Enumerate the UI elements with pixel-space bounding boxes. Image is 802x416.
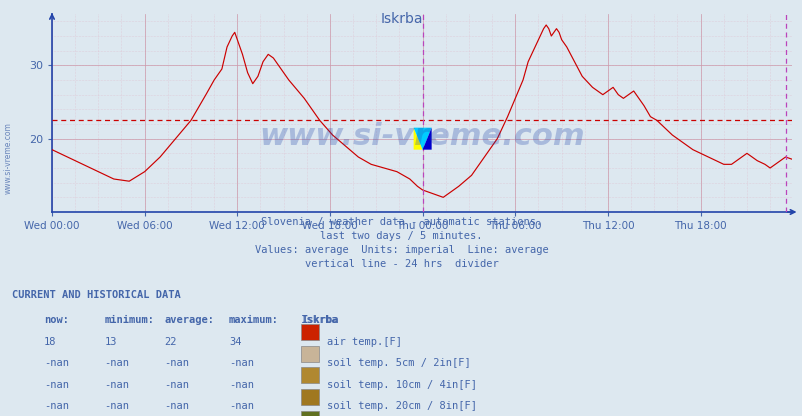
Text: -nan: -nan [229,358,253,368]
Text: 22: 22 [164,337,177,347]
Polygon shape [413,128,422,150]
Text: -nan: -nan [164,380,189,390]
Text: now:: now: [44,315,69,325]
Polygon shape [422,128,431,150]
Text: -nan: -nan [104,358,129,368]
Text: soil temp. 5cm / 2in[F]: soil temp. 5cm / 2in[F] [326,358,470,368]
Text: -nan: -nan [164,358,189,368]
Text: soil temp. 10cm / 4in[F]: soil temp. 10cm / 4in[F] [326,380,476,390]
Text: -nan: -nan [229,380,253,390]
Text: -nan: -nan [104,401,129,411]
Text: 18: 18 [44,337,57,347]
Text: -nan: -nan [44,358,69,368]
Text: last two days / 5 minutes.: last two days / 5 minutes. [320,231,482,241]
Text: -nan: -nan [164,401,189,411]
Text: minimum:: minimum: [104,315,154,325]
Text: air temp.[F]: air temp.[F] [326,337,401,347]
Text: 34: 34 [229,337,241,347]
Text: Iskrba: Iskrba [301,315,338,325]
Text: soil temp. 20cm / 8in[F]: soil temp. 20cm / 8in[F] [326,401,476,411]
Text: www.si-vreme.com: www.si-vreme.com [3,122,12,194]
Text: www.si-vreme.com: www.si-vreme.com [259,122,584,151]
Text: 13: 13 [104,337,117,347]
Text: -nan: -nan [44,380,69,390]
Text: CURRENT AND HISTORICAL DATA: CURRENT AND HISTORICAL DATA [12,290,180,300]
Text: -nan: -nan [104,380,129,390]
Text: vertical line - 24 hrs  divider: vertical line - 24 hrs divider [304,260,498,270]
Text: Slovenia / weather data - automatic stations.: Slovenia / weather data - automatic stat… [261,217,541,227]
Text: Iskrba: Iskrba [301,315,338,325]
Text: maximum:: maximum: [229,315,278,325]
Text: -nan: -nan [229,401,253,411]
Text: Iskrba: Iskrba [380,12,422,26]
Polygon shape [413,128,431,150]
Text: Values: average  Units: imperial  Line: average: Values: average Units: imperial Line: av… [254,245,548,255]
Text: -nan: -nan [44,401,69,411]
Text: average:: average: [164,315,214,325]
